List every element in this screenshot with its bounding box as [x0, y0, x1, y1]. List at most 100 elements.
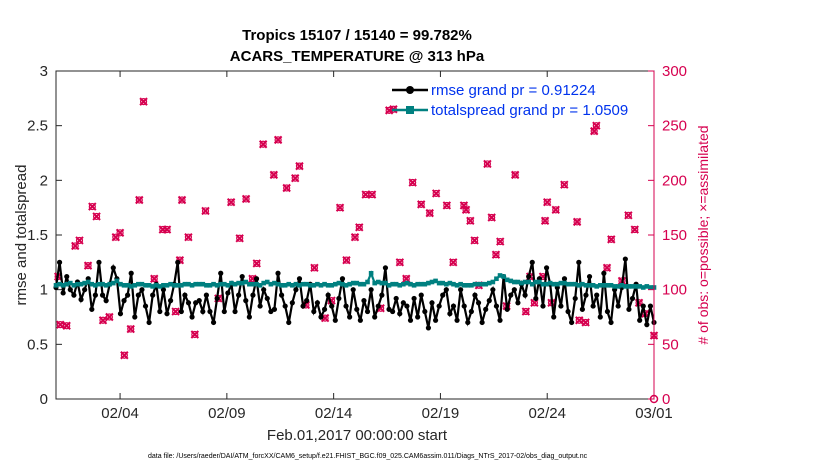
y-tick-label: 1 — [40, 282, 48, 299]
rmse-point — [569, 320, 574, 325]
rmse-point — [240, 274, 245, 279]
chart-title-line1: Tropics 15107 / 15140 = 99.782% — [242, 27, 472, 44]
rmse-point — [601, 271, 606, 276]
rmse-point — [415, 314, 420, 319]
rmse-point — [279, 293, 284, 298]
rmse-point — [576, 260, 581, 265]
rmse-point — [508, 293, 513, 298]
rmse-point — [326, 293, 331, 298]
rmse-point — [497, 318, 502, 323]
rmse-point — [544, 265, 549, 270]
rmse-point — [429, 300, 434, 305]
x-tick-label: 02/19 — [422, 405, 460, 422]
rmse-point — [250, 293, 255, 298]
rmse-point — [68, 287, 73, 292]
rmse-point — [551, 314, 556, 319]
legend-spread-label: totalspread grand pr = 1.0509 — [431, 102, 628, 119]
y-right-tick-label: 150 — [662, 227, 687, 244]
legend-rmse-label: rmse grand pr = 0.91224 — [431, 82, 596, 99]
rmse-point — [204, 293, 209, 298]
rmse-point — [476, 300, 481, 305]
y-tick-label: 0 — [40, 391, 48, 408]
rmse-point — [483, 307, 488, 312]
rmse-point — [297, 276, 302, 281]
rmse-point — [369, 287, 374, 292]
rmse-point — [512, 287, 517, 292]
y-tick-label: 3 — [40, 63, 48, 80]
rmse-point — [211, 320, 216, 325]
rmse-point — [111, 265, 116, 270]
rmse-point — [437, 303, 442, 308]
rmse-point — [404, 303, 409, 308]
y-right-tick-label: 100 — [662, 282, 687, 299]
x-tick-label: 02/09 — [208, 405, 246, 422]
rmse-point — [594, 293, 599, 298]
rmse-point — [454, 318, 459, 323]
rmse-point — [71, 293, 76, 298]
rmse-point — [394, 296, 399, 301]
x-axis-label: Feb.01,2017 00:00:00 start — [267, 427, 448, 444]
rmse-point — [347, 314, 352, 319]
rmse-point — [258, 303, 263, 308]
rmse-point — [343, 303, 348, 308]
rmse-point — [494, 303, 499, 308]
rmse-point — [354, 307, 359, 312]
rmse-point — [315, 300, 320, 305]
rmse-point — [440, 293, 445, 298]
rmse-point — [132, 314, 137, 319]
rmse-point — [644, 322, 649, 327]
rmse-point — [179, 309, 184, 314]
rmse-point — [490, 287, 495, 292]
rmse-point — [376, 303, 381, 308]
rmse-point — [197, 298, 202, 303]
rmse-point — [580, 307, 585, 312]
rmse-point — [573, 296, 578, 301]
rmse-point — [540, 303, 545, 308]
rmse-point — [275, 271, 280, 276]
x-tick-label: 02/14 — [315, 405, 353, 422]
rmse-point — [64, 274, 69, 279]
rmse-point — [225, 290, 230, 295]
totalspread-point — [369, 271, 374, 276]
rmse-point — [444, 287, 449, 292]
rmse-point — [598, 314, 603, 319]
y-tick-label: 2 — [40, 172, 48, 189]
rmse-point — [408, 318, 413, 323]
rmse-point — [526, 274, 531, 279]
rmse-point — [243, 298, 248, 303]
rmse-point — [61, 290, 66, 295]
rmse-point — [322, 307, 327, 312]
rmse-point — [422, 309, 427, 314]
rmse-point — [530, 260, 535, 265]
rmse-point — [333, 318, 338, 323]
legend-spread-marker — [406, 106, 414, 114]
y-right-tick-label: 250 — [662, 118, 687, 135]
rmse-point — [587, 274, 592, 279]
rmse-point — [390, 309, 395, 314]
rmse-point — [186, 300, 191, 305]
rmse-point — [480, 320, 485, 325]
rmse-point — [411, 296, 416, 301]
rmse-point — [150, 293, 155, 298]
rmse-point — [522, 293, 527, 298]
rmse-point — [93, 293, 98, 298]
rmse-point — [125, 293, 130, 298]
rmse-point — [290, 300, 295, 305]
rmse-point — [472, 293, 477, 298]
rmse-point — [505, 307, 510, 312]
rmse-point — [465, 320, 470, 325]
x-tick-label: 02/04 — [101, 405, 139, 422]
rmse-point — [89, 307, 94, 312]
figure: Tropics 15107 / 15140 = 99.782% ACARS_TE… — [0, 0, 830, 470]
rmse-point — [379, 293, 384, 298]
rmse-point — [182, 293, 187, 298]
rmse-point — [383, 265, 388, 270]
rmse-point — [329, 303, 334, 308]
rmse-point — [222, 309, 227, 314]
rmse-point — [608, 320, 613, 325]
rmse-point — [143, 303, 148, 308]
rmse-point — [641, 303, 646, 308]
rmse-point — [247, 314, 252, 319]
rmse-point — [565, 309, 570, 314]
rmse-point — [318, 314, 323, 319]
